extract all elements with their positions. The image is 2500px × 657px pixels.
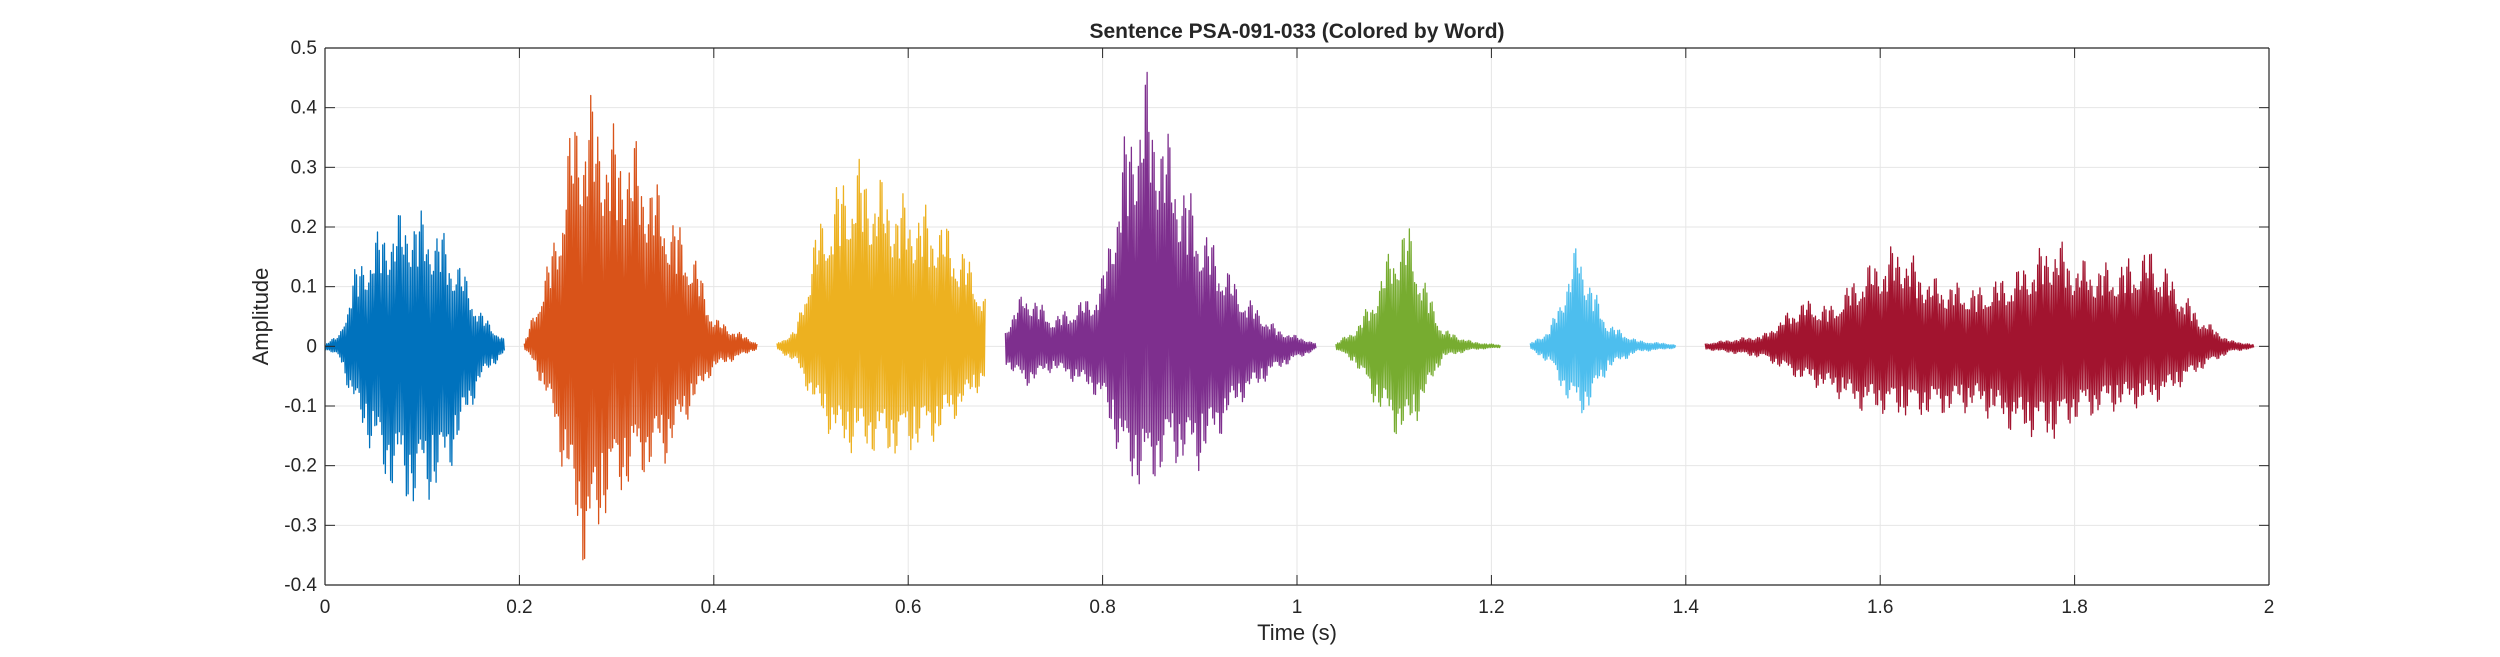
waveform-series bbox=[324, 71, 2255, 561]
chart-title: Sentence PSA-091-033 (Colored by Word) bbox=[1089, 20, 1504, 43]
word-segment-3 bbox=[776, 158, 986, 454]
y-tick-label: 0.1 bbox=[291, 277, 317, 298]
y-tick-label: 0.5 bbox=[291, 38, 317, 59]
y-axis-label: Amplitude bbox=[248, 268, 273, 366]
y-tick-label: -0.1 bbox=[284, 396, 317, 417]
x-tick-label: 1.2 bbox=[1478, 597, 1504, 618]
axes: 0 0.2 0.4 0.6 0.8 1 1.2 1.4 1.6 1.8 2 -0.4 -0.3 -0.2 -… bbox=[284, 38, 2274, 618]
y-tick-label: 0.4 bbox=[291, 98, 318, 119]
x-tick-label: 1 bbox=[1292, 597, 1303, 618]
word-segment-4 bbox=[1004, 71, 1317, 485]
x-tick-label: 2 bbox=[2264, 597, 2275, 618]
x-tick-label: 0.8 bbox=[1089, 597, 1115, 618]
y-tick-label: 0.3 bbox=[291, 157, 317, 178]
x-tick-label: 1.4 bbox=[1673, 597, 1700, 618]
word-segment-5 bbox=[1335, 228, 1501, 435]
word-segment-6 bbox=[1529, 248, 1677, 414]
y-tick-label: 0 bbox=[306, 336, 317, 357]
x-axis-label: Time (s) bbox=[1257, 620, 1337, 645]
x-tick-label: 0.4 bbox=[701, 597, 728, 618]
x-tick-label: 1.6 bbox=[1867, 597, 1893, 618]
y-tick-label: -0.3 bbox=[284, 515, 317, 536]
y-tick-label: -0.4 bbox=[284, 575, 317, 596]
y-tick-label: 0.2 bbox=[291, 217, 317, 238]
y-tick-label: -0.2 bbox=[284, 456, 317, 477]
x-tick-label: 0 bbox=[320, 597, 331, 618]
x-tick-label: 0.2 bbox=[506, 597, 532, 618]
x-tick-label: 0.6 bbox=[895, 597, 921, 618]
word-segment-7 bbox=[1704, 241, 2255, 439]
word-segment-2 bbox=[523, 94, 758, 561]
word-segment-1 bbox=[324, 210, 505, 502]
x-tick-label: 1.8 bbox=[2061, 597, 2087, 618]
